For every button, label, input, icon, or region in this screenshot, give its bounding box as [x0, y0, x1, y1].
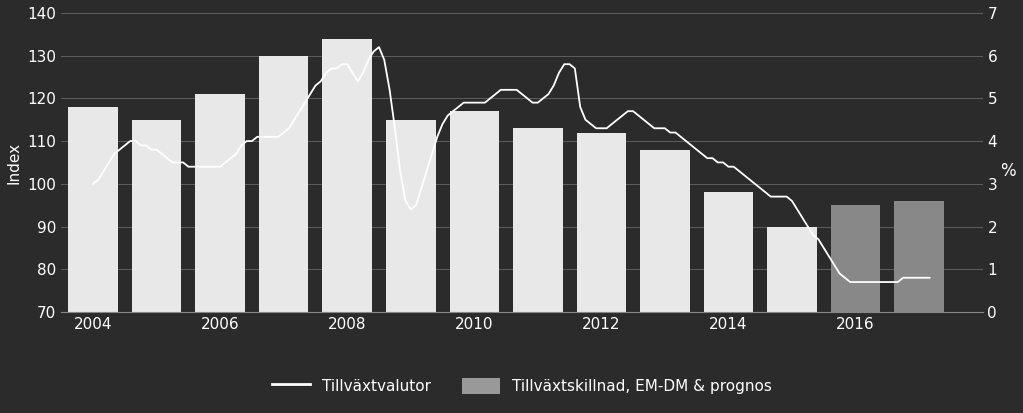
Y-axis label: Index: Index [7, 141, 21, 183]
Bar [640, 150, 690, 312]
Bar [386, 120, 436, 312]
Bar [322, 38, 372, 312]
Bar [767, 226, 816, 312]
Bar [449, 111, 499, 312]
Bar [195, 94, 244, 312]
Bar [259, 56, 309, 312]
Bar [514, 128, 563, 312]
Bar [831, 205, 880, 312]
Y-axis label: %: % [1000, 162, 1016, 180]
Bar [132, 120, 181, 312]
Legend: Tillväxtvalutor, Tillväxtskillnad, EM-DM & prognos: Tillväxtvalutor, Tillväxtskillnad, EM-DM… [266, 372, 779, 400]
Bar [894, 201, 944, 312]
Bar [704, 192, 753, 312]
Bar [69, 107, 118, 312]
Bar [577, 133, 626, 312]
